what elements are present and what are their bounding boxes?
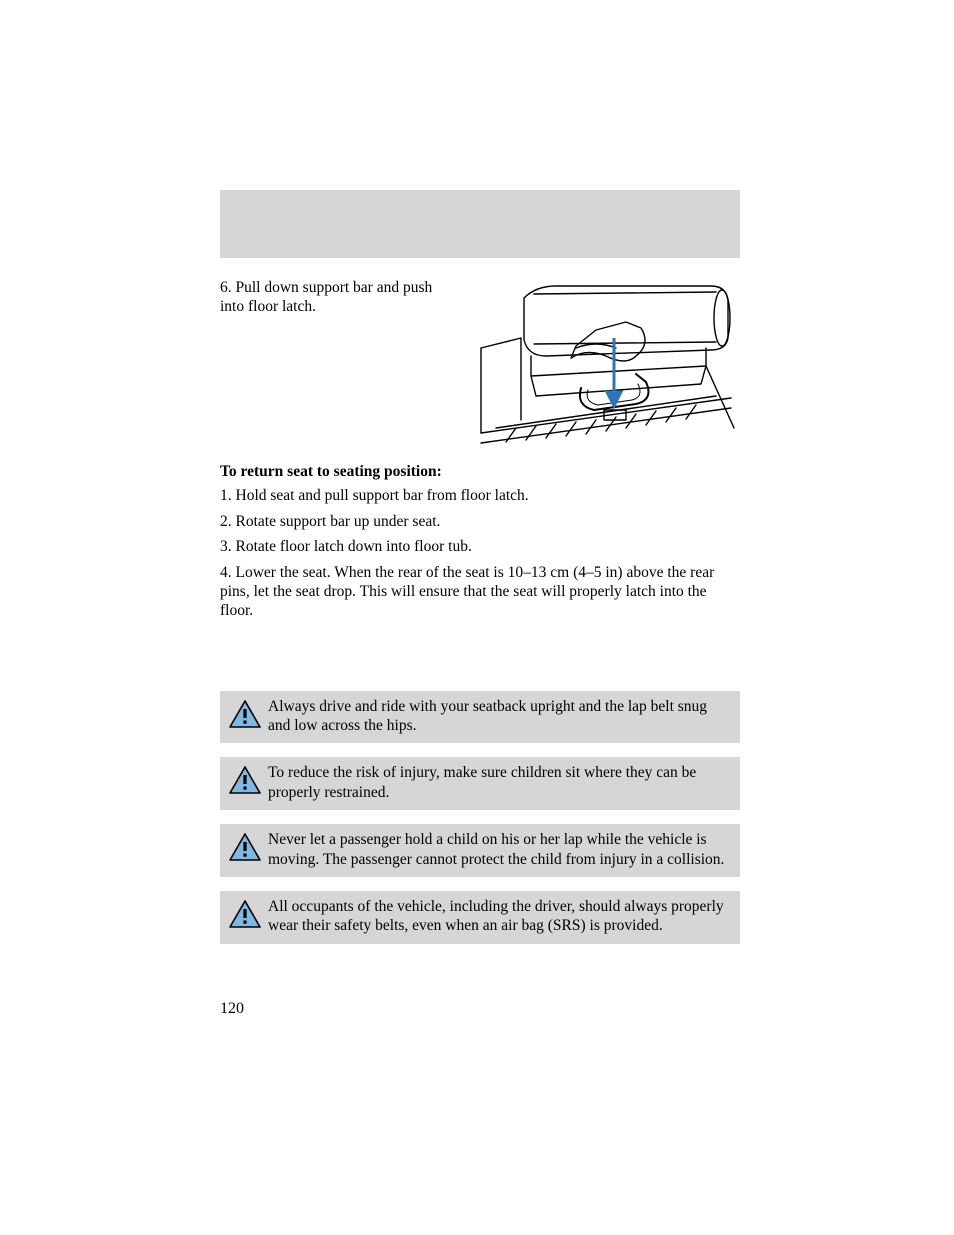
warnings-block: Always drive and ride with your seatback… (220, 691, 740, 944)
warning-text-1: Always drive and ride with your seatback… (268, 698, 707, 734)
warning-icon (228, 832, 262, 862)
return-step-3: 3. Rotate floor latch down into floor tu… (220, 537, 740, 556)
manual-page: 6. Pull down support bar and push into f… (0, 0, 954, 1235)
warning-text-4: All occupants of the vehicle, including … (268, 898, 724, 934)
section-header-band (220, 190, 740, 258)
page-content: 6. Pull down support bar and push into f… (220, 278, 740, 958)
warning-icon (228, 699, 262, 729)
warning-box-2: To reduce the risk of injury, make sure … (220, 757, 740, 810)
warning-icon (228, 765, 262, 795)
seat-latch-svg (472, 278, 740, 448)
step-6-row: 6. Pull down support bar and push into f… (220, 278, 740, 448)
page-number: 120 (220, 1000, 244, 1018)
warning-box-3: Never let a passenger hold a child on hi… (220, 824, 740, 877)
warning-icon (228, 899, 262, 929)
return-step-4: 4. Lower the seat. When the rear of the … (220, 563, 740, 621)
warning-text-2: To reduce the risk of injury, make sure … (268, 764, 696, 800)
step-6-text: 6. Pull down support bar and push into f… (220, 278, 460, 317)
seat-latch-illustration (472, 278, 740, 448)
warning-box-4: All occupants of the vehicle, including … (220, 891, 740, 944)
warning-text-3: Never let a passenger hold a child on hi… (268, 831, 724, 867)
return-step-2: 2. Rotate support bar up under seat. (220, 512, 740, 531)
warning-box-1: Always drive and ride with your seatback… (220, 691, 740, 744)
return-seat-subheading: To return seat to seating position: (220, 462, 740, 481)
return-step-1: 1. Hold seat and pull support bar from f… (220, 486, 740, 505)
